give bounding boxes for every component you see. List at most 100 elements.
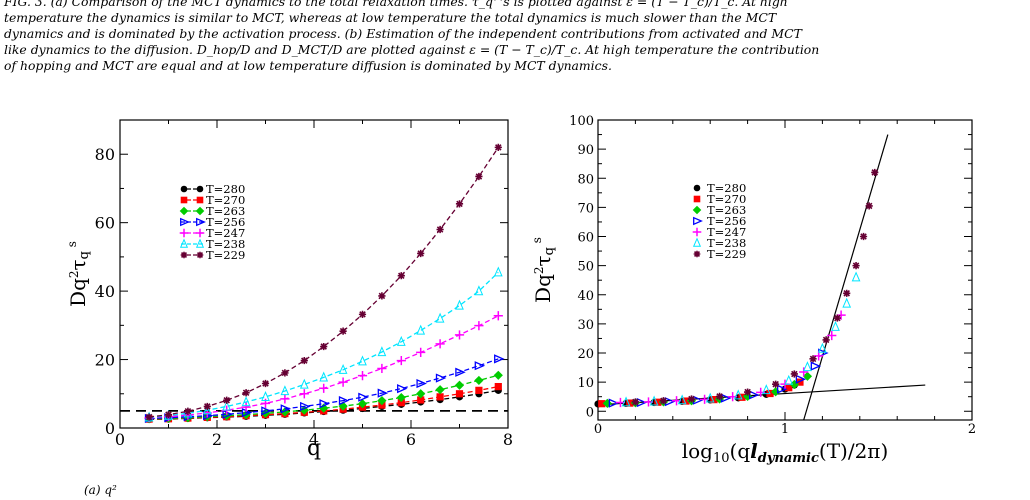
- left-data-point: [145, 413, 153, 421]
- left-legend-entry: [180, 217, 206, 227]
- left-legend-marker: [196, 196, 204, 204]
- left-data-point: [417, 396, 425, 404]
- left-y-tick-label: 0: [105, 419, 115, 438]
- right-legend-entry: [693, 195, 701, 203]
- right-legend-label: T=280: [707, 181, 746, 195]
- right-data-point: [738, 393, 746, 401]
- left-data-point: [455, 299, 464, 310]
- left-x-tick-label: 2: [212, 430, 222, 449]
- left-data-point: [377, 388, 389, 398]
- right-y-tick-label: 100: [569, 114, 594, 129]
- right-data-point: [744, 388, 752, 396]
- left-data-point: [475, 386, 483, 394]
- left-data-point: [378, 292, 386, 300]
- caption-line: like dynamics to the diffusion. D_hop/D …: [4, 42, 820, 57]
- right-data-point: [785, 384, 793, 392]
- left-data-point: [280, 385, 290, 396]
- left-data-point: [300, 401, 311, 412]
- right-y-tick-label: 30: [577, 318, 594, 333]
- left-data-point: [455, 390, 464, 398]
- left-series-line: [149, 315, 499, 419]
- right-y-tick-label: 80: [577, 172, 594, 187]
- right-data-point: [784, 374, 794, 385]
- left-data-point: [436, 393, 444, 401]
- left-legend-label: T=238: [206, 237, 245, 251]
- caption-line: FIG. 3. (a) Comparison of the MCT dynami…: [4, 0, 788, 9]
- left-legend-entry: [179, 206, 205, 216]
- right-series: [608, 348, 829, 408]
- left-data-point: [454, 330, 465, 340]
- right-legend-marker: [692, 237, 702, 247]
- right-y-tick-label: 0: [586, 405, 594, 420]
- right-data-point: [822, 336, 830, 344]
- left-x-tick-label: 4: [309, 430, 319, 449]
- left-legend-marker: [196, 185, 204, 193]
- right-data-point: [851, 271, 861, 282]
- right-data-point: [677, 394, 687, 405]
- right-y-axis-label: Dq2τq s: [530, 237, 557, 303]
- right-data-point: [608, 398, 620, 408]
- figure-caption: FIG. 3. (a) Comparison of the MCT dynami…: [4, 0, 1026, 74]
- left-data-point: [223, 396, 231, 404]
- right-data-point: [654, 398, 662, 406]
- right-legend-marker: [693, 195, 701, 203]
- right-x-tick-label: 1: [781, 422, 789, 437]
- left-legend-entry: [180, 196, 204, 204]
- right-legend-label: T=238: [707, 236, 746, 250]
- left-legend-label: T=263: [206, 204, 245, 218]
- right-data-point: [715, 392, 724, 401]
- left-data-point: [435, 312, 445, 323]
- right-data-point: [664, 397, 676, 407]
- left-data-point: [474, 375, 484, 386]
- right-data-point: [833, 314, 841, 322]
- left-data-point: [417, 249, 425, 258]
- left-legend-marker: [196, 251, 204, 259]
- left-data-point: [397, 272, 405, 280]
- right-data-point: [598, 400, 606, 408]
- left-data-point: [397, 384, 408, 394]
- left-data-point: [300, 356, 308, 365]
- right-data-point: [733, 389, 743, 400]
- right-legend-marker: [692, 205, 702, 215]
- right-data-point: [803, 361, 812, 372]
- left-x-tick-label: 6: [406, 430, 416, 449]
- right-data-point: [777, 384, 788, 394]
- left-x-axis-label: q: [307, 436, 321, 461]
- left-data-point: [377, 346, 387, 357]
- right-data-point: [602, 398, 612, 408]
- right-data-point: [831, 320, 840, 331]
- left-data-point: [338, 363, 348, 374]
- right-y-tick-label: 50: [577, 260, 594, 275]
- left-legend-label: T=229: [206, 248, 245, 262]
- left-y-tick-label: 60: [95, 214, 115, 233]
- left-data-point: [222, 400, 232, 411]
- right-series: [631, 168, 879, 406]
- left-series: [144, 370, 503, 424]
- right-data-point: [631, 398, 639, 406]
- left-legend-entry: [180, 185, 204, 193]
- left-data-point: [280, 407, 290, 417]
- right-data-point: [799, 367, 809, 377]
- right-y-tick-label: 10: [577, 376, 594, 391]
- left-data-point: [261, 391, 270, 401]
- left-data-point: [203, 402, 211, 411]
- left-data-point: [280, 394, 290, 404]
- left-data-point: [241, 402, 251, 412]
- right-plot-frame: [597, 119, 973, 421]
- caption-line: of hopping and MCT are equal and at low …: [4, 58, 612, 73]
- left-data-point: [358, 310, 367, 318]
- right-data-point: [827, 330, 837, 341]
- right-data-point: [649, 395, 659, 406]
- right-data-point: [859, 232, 868, 241]
- left-data-point: [416, 389, 426, 399]
- caption-line: dynamics and is dominated by the activat…: [4, 26, 802, 41]
- right-data-point: [626, 399, 634, 407]
- left-data-point: [261, 379, 270, 388]
- left-data-point: [435, 339, 445, 349]
- left-data-point: [299, 405, 309, 415]
- left-legend-marker: [180, 251, 188, 259]
- right-data-point: [795, 374, 807, 384]
- right-legend-marker: [693, 184, 701, 192]
- left-y-axis-label: Dq2τq s: [65, 241, 92, 307]
